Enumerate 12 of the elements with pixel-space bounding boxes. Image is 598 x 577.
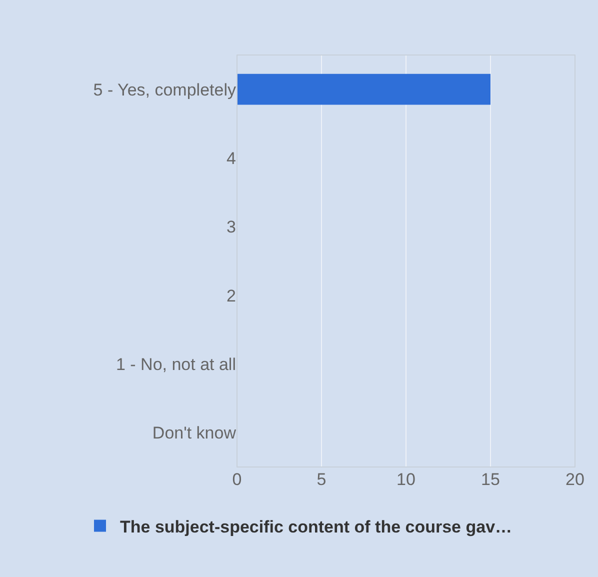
y-tick-label: 5 - Yes, completely xyxy=(93,80,236,100)
x-tick-label: 10 xyxy=(396,470,416,489)
y-tick-label: 4 xyxy=(226,148,236,168)
x-tick-label: 15 xyxy=(481,470,500,489)
legend-label: The subject-specific content of the course gav… xyxy=(120,517,512,536)
y-tick-label: Don't know xyxy=(152,424,237,443)
x-tick-label: 5 xyxy=(316,470,326,489)
y-tick-label: 3 xyxy=(226,218,236,237)
x-tick-label: 20 xyxy=(566,470,584,489)
y-tick-label: 1 - No, not at all xyxy=(116,354,236,374)
x-tick-label: 0 xyxy=(232,470,242,489)
y-tick-label: 2 xyxy=(226,286,236,306)
